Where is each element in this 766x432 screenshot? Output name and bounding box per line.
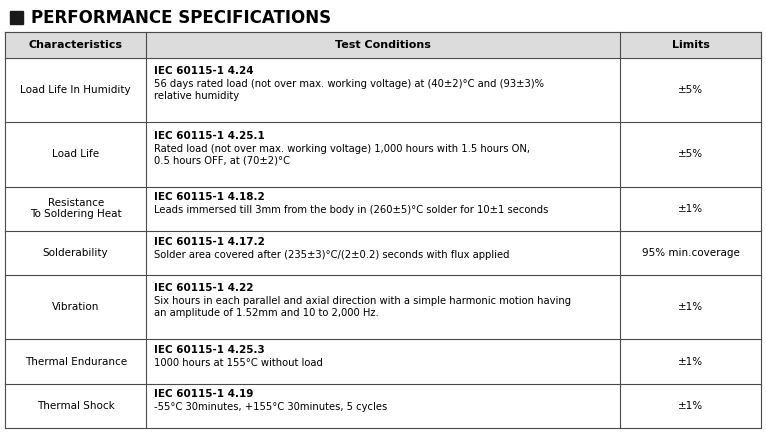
Text: Load Life In Humidity: Load Life In Humidity [21, 85, 131, 95]
Text: Six hours in each parallel and axial direction with a simple harmonic motion hav: Six hours in each parallel and axial dir… [155, 296, 571, 318]
Text: Characteristics: Characteristics [28, 40, 123, 50]
Text: IEC 60115-1 4.17.2: IEC 60115-1 4.17.2 [155, 237, 265, 247]
Text: IEC 60115-1 4.19: IEC 60115-1 4.19 [155, 390, 254, 400]
Text: Solderability: Solderability [43, 248, 109, 258]
Bar [5, 275, 761, 340]
Text: Test Conditions: Test Conditions [336, 40, 431, 50]
Text: -55°C 30minutes, +155°C 30minutes, 5 cycles: -55°C 30minutes, +155°C 30minutes, 5 cyc… [155, 403, 388, 413]
Bar [5, 122, 761, 187]
Text: IEC 60115-1 4.22: IEC 60115-1 4.22 [155, 283, 254, 293]
Bar [10, 11, 23, 24]
Text: IEC 60115-1 4.24: IEC 60115-1 4.24 [155, 67, 254, 76]
Text: Thermal Endurance: Thermal Endurance [25, 356, 126, 366]
Text: ±1%: ±1% [678, 401, 703, 411]
Bar [5, 187, 761, 231]
Text: ±5%: ±5% [678, 149, 703, 159]
Text: Vibration: Vibration [52, 302, 100, 312]
Text: Load Life: Load Life [52, 149, 100, 159]
Text: Rated load (not over max. working voltage) 1,000 hours with 1.5 hours ON,
0.5 ho: Rated load (not over max. working voltag… [155, 143, 530, 165]
Text: 1000 hours at 155°C without load: 1000 hours at 155°C without load [155, 358, 323, 368]
Text: ±5%: ±5% [678, 85, 703, 95]
Text: ±1%: ±1% [678, 356, 703, 366]
Text: Limits: Limits [672, 40, 709, 50]
Bar [5, 58, 761, 122]
Bar [5, 384, 761, 428]
Text: PERFORMANCE SPECIFICATIONS: PERFORMANCE SPECIFICATIONS [31, 9, 331, 27]
Text: Solder area covered after (235±3)°C/(2±0.2) seconds with flux applied: Solder area covered after (235±3)°C/(2±0… [155, 250, 510, 260]
Bar [5, 32, 761, 58]
Text: IEC 60115-1 4.25.3: IEC 60115-1 4.25.3 [155, 345, 265, 355]
Text: 56 days rated load (not over max. working voltage) at (40±2)°C and (93±3)%
relat: 56 days rated load (not over max. workin… [155, 79, 545, 101]
Text: IEC 60115-1 4.25.1: IEC 60115-1 4.25.1 [155, 130, 265, 140]
Text: 95% min.coverage: 95% min.coverage [642, 248, 740, 258]
Bar [5, 340, 761, 384]
Text: Resistance
To Soldering Heat: Resistance To Soldering Heat [30, 198, 122, 219]
Text: IEC 60115-1 4.18.2: IEC 60115-1 4.18.2 [155, 192, 265, 202]
Text: ±1%: ±1% [678, 203, 703, 214]
Bar [5, 231, 761, 275]
Text: Thermal Shock: Thermal Shock [37, 401, 115, 411]
Text: ±1%: ±1% [678, 302, 703, 312]
Text: Leads immersed till 3mm from the body in (260±5)°C solder for 10±1 seconds: Leads immersed till 3mm from the body in… [155, 205, 548, 215]
